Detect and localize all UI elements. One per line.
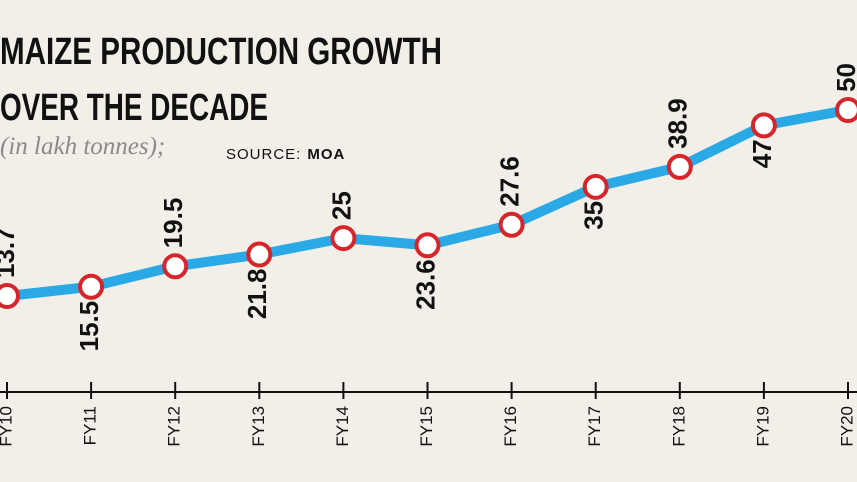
data-point [582, 173, 609, 200]
data-point [246, 241, 273, 268]
data-label: 50 [831, 63, 857, 92]
x-tick-label: FY10 [0, 406, 15, 447]
data-label: 27.6 [494, 156, 524, 207]
data-point [835, 97, 857, 123]
data-point [330, 225, 357, 252]
x-tick-label: FY12 [165, 406, 184, 447]
data-label: 13.7 [0, 227, 20, 278]
data-label: 25 [326, 191, 356, 220]
data-label: 15.5 [74, 301, 104, 352]
data-label: 38.9 [663, 98, 693, 149]
x-tick-label: FY19 [753, 406, 772, 447]
x-tick-label: FY14 [333, 406, 352, 447]
data-label: 19.5 [158, 198, 188, 249]
source-name: MOA [307, 146, 345, 163]
data-label: 21.8 [242, 268, 272, 319]
x-tick-label: FY16 [501, 406, 520, 447]
data-label: 47 [747, 139, 777, 168]
data-point [78, 273, 105, 300]
x-tick-label: FY11 [81, 406, 100, 445]
data-point [666, 153, 693, 180]
x-tick-label: FY13 [249, 406, 268, 447]
x-tick-label: FY18 [669, 406, 688, 447]
x-tick-label: FY20 [837, 406, 856, 447]
subtitle: (in lakh tonnes); [0, 133, 165, 160]
data-point [0, 283, 20, 309]
chart-title: OVER THE DECADE [0, 87, 268, 129]
x-tick-label: FY17 [585, 406, 604, 447]
source-label: SOURCE: [226, 146, 301, 163]
data-point [498, 211, 525, 238]
data-point [162, 253, 189, 280]
data-label: 35 [579, 201, 609, 230]
data-label: 23.6 [410, 259, 440, 310]
source: SOURCE: MOA [226, 146, 345, 163]
chart-title: MAIZE PRODUCTION GROWTH [0, 31, 442, 73]
data-point [750, 112, 777, 139]
data-point [414, 232, 441, 259]
x-tick-label: FY15 [417, 406, 436, 447]
